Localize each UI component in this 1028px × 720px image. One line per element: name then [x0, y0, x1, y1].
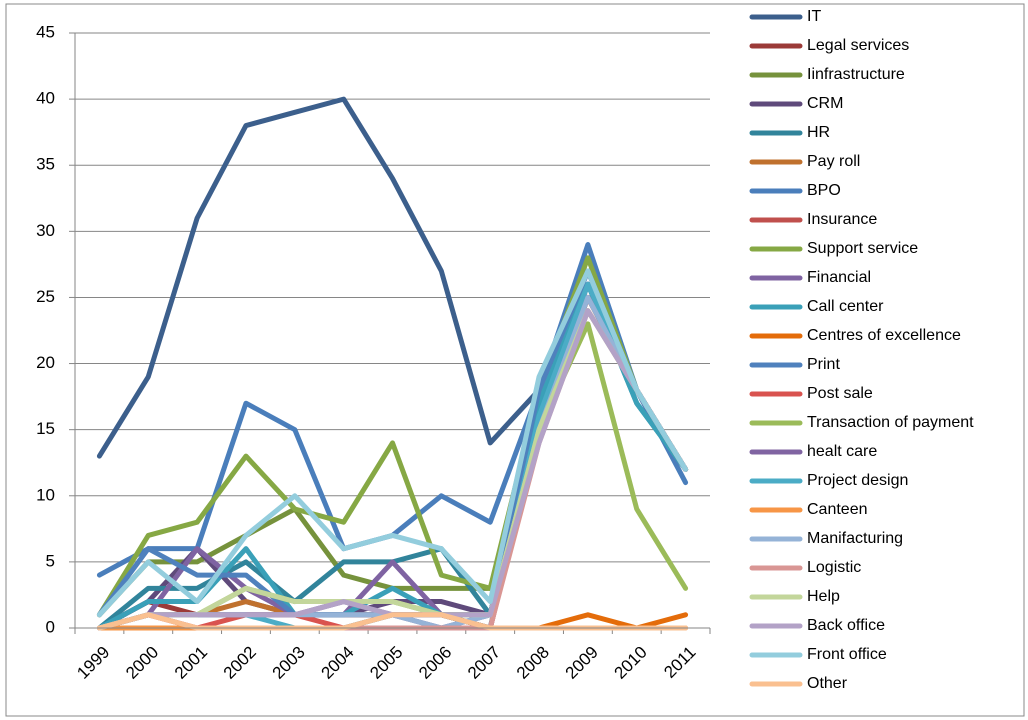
legend-label: Help	[807, 588, 840, 605]
legend-label: IT	[807, 8, 821, 25]
y-tick-label: 30	[36, 221, 55, 240]
y-tick-label: 25	[36, 287, 55, 306]
y-tick-label: 15	[36, 419, 55, 438]
legend-label: Front office	[807, 646, 887, 663]
legend-label: HR	[807, 124, 830, 141]
legend-label: Legal services	[807, 37, 909, 54]
legend-label: Centres of excellence	[807, 327, 961, 344]
legend-label: Support service	[807, 240, 918, 257]
legend-label: Insurance	[807, 211, 877, 228]
legend-label: Financial	[807, 269, 871, 286]
legend-label: Call center	[807, 298, 884, 315]
y-tick-label: 5	[46, 551, 55, 570]
legend-label: Canteen	[807, 501, 868, 518]
legend-label: Logistic	[807, 559, 861, 576]
legend-label: Transaction of payment	[807, 414, 974, 431]
y-tick-label: 10	[36, 485, 55, 504]
legend-label: Iinfrastructure	[807, 66, 905, 83]
legend-label: BPO	[807, 182, 841, 199]
series-line	[96, 255, 689, 618]
y-tick-label: 0	[46, 617, 55, 636]
y-tick-label: 35	[36, 155, 55, 174]
legend-label: Project design	[807, 472, 908, 489]
legend-label: healt care	[807, 443, 877, 460]
series-line	[96, 268, 689, 618]
legend-label: Manifacturing	[807, 530, 903, 547]
legend-label: Back office	[807, 617, 885, 634]
legend-label: CRM	[807, 95, 843, 112]
legend-label: Print	[807, 356, 840, 373]
legend-label: Pay roll	[807, 153, 860, 170]
legend-label: Post sale	[807, 385, 873, 402]
chart-border	[5, 3, 1025, 717]
y-tick-label: 20	[36, 353, 55, 372]
legend-label: Other	[807, 675, 848, 692]
y-tick-label: 40	[36, 89, 55, 108]
y-tick-label: 45	[36, 22, 55, 41]
